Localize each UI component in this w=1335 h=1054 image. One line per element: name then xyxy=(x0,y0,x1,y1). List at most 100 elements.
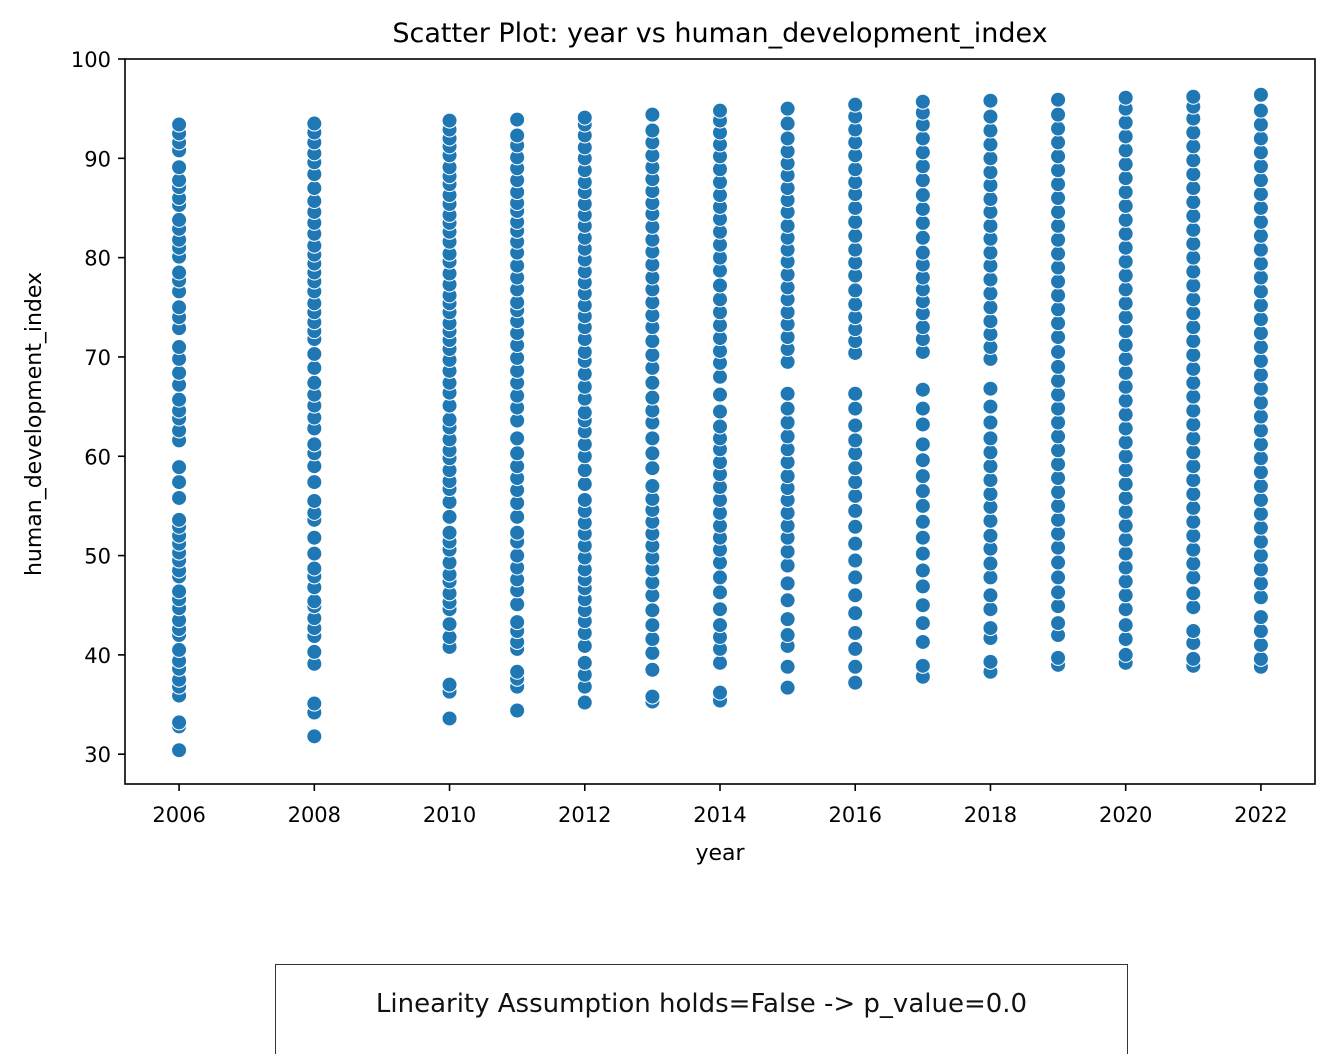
data-point xyxy=(848,475,863,490)
data-point xyxy=(1051,485,1066,500)
data-point xyxy=(1186,292,1201,307)
data-point xyxy=(848,626,863,641)
data-points xyxy=(172,87,1269,757)
data-point xyxy=(915,484,930,499)
data-point xyxy=(307,475,322,490)
data-point xyxy=(1253,492,1268,507)
data-point xyxy=(1118,129,1133,144)
data-point xyxy=(1051,163,1066,178)
data-point xyxy=(1118,171,1133,186)
data-point xyxy=(1186,278,1201,293)
data-point xyxy=(510,509,525,524)
data-point xyxy=(848,200,863,215)
data-point xyxy=(983,300,998,315)
data-point xyxy=(1118,365,1133,380)
data-point xyxy=(1118,574,1133,589)
y-axis-label: human_development_index xyxy=(22,272,47,576)
data-point xyxy=(780,680,795,695)
data-point xyxy=(848,214,863,229)
data-point xyxy=(983,588,998,603)
data-point xyxy=(983,381,998,396)
data-point xyxy=(1253,159,1268,174)
data-point xyxy=(983,528,998,543)
x-tick-label: 2016 xyxy=(829,803,882,827)
data-point xyxy=(645,603,660,618)
data-point xyxy=(1051,415,1066,430)
y-tick-label: 60 xyxy=(84,445,111,469)
data-point xyxy=(1051,401,1066,416)
data-point xyxy=(1118,618,1133,633)
data-point xyxy=(848,519,863,534)
data-point xyxy=(1051,135,1066,150)
data-point xyxy=(577,405,592,420)
data-point xyxy=(780,469,795,484)
data-point xyxy=(1051,498,1066,513)
x-tick-label: 2008 xyxy=(288,803,341,827)
data-point xyxy=(1253,270,1268,285)
data-point xyxy=(1186,361,1201,376)
data-point xyxy=(780,628,795,643)
data-point xyxy=(1253,87,1268,102)
data-point xyxy=(1118,532,1133,547)
data-point xyxy=(848,228,863,243)
data-point xyxy=(983,621,998,636)
data-point xyxy=(442,711,457,726)
data-point xyxy=(1253,312,1268,327)
data-point xyxy=(983,654,998,669)
data-point xyxy=(1051,274,1066,289)
data-point xyxy=(1186,236,1201,251)
data-point xyxy=(1118,504,1133,519)
data-point xyxy=(510,446,525,461)
data-point xyxy=(713,570,728,585)
data-point xyxy=(1253,340,1268,355)
data-point xyxy=(1186,306,1201,321)
data-point xyxy=(1253,353,1268,368)
data-point xyxy=(645,107,660,122)
data-point xyxy=(1253,520,1268,535)
data-point xyxy=(645,662,660,677)
data-point xyxy=(1186,570,1201,585)
data-point xyxy=(645,618,660,633)
data-point xyxy=(172,212,187,227)
data-point xyxy=(1051,526,1066,541)
data-point xyxy=(645,347,660,362)
data-point xyxy=(307,375,322,390)
data-point xyxy=(1051,204,1066,219)
data-point xyxy=(780,659,795,674)
data-point xyxy=(1186,586,1201,601)
data-point xyxy=(848,461,863,476)
data-point xyxy=(1051,616,1066,631)
data-point xyxy=(915,579,930,594)
data-point xyxy=(1051,429,1066,444)
data-point xyxy=(1253,590,1268,605)
data-point xyxy=(645,446,660,461)
data-point xyxy=(1253,423,1268,438)
data-point xyxy=(1186,250,1201,265)
data-point xyxy=(983,473,998,488)
data-point xyxy=(1186,375,1201,390)
data-point xyxy=(915,530,930,545)
data-point xyxy=(983,286,998,301)
data-point xyxy=(172,715,187,730)
data-point xyxy=(1051,555,1066,570)
data-point xyxy=(172,117,187,132)
data-point xyxy=(1118,632,1133,647)
data-point xyxy=(915,320,930,335)
data-point xyxy=(442,412,457,427)
y-tick-label: 30 xyxy=(84,743,111,767)
data-point xyxy=(915,453,930,468)
data-point xyxy=(1051,457,1066,472)
data-point xyxy=(1051,232,1066,247)
data-point xyxy=(307,346,322,361)
data-point xyxy=(1118,647,1133,662)
data-point xyxy=(915,131,930,146)
data-point xyxy=(983,151,998,166)
data-point xyxy=(780,116,795,131)
data-point xyxy=(510,615,525,630)
data-point xyxy=(1051,107,1066,122)
data-point xyxy=(307,116,322,131)
data-point xyxy=(713,685,728,700)
data-point xyxy=(848,401,863,416)
data-point xyxy=(848,97,863,112)
data-point xyxy=(983,556,998,571)
